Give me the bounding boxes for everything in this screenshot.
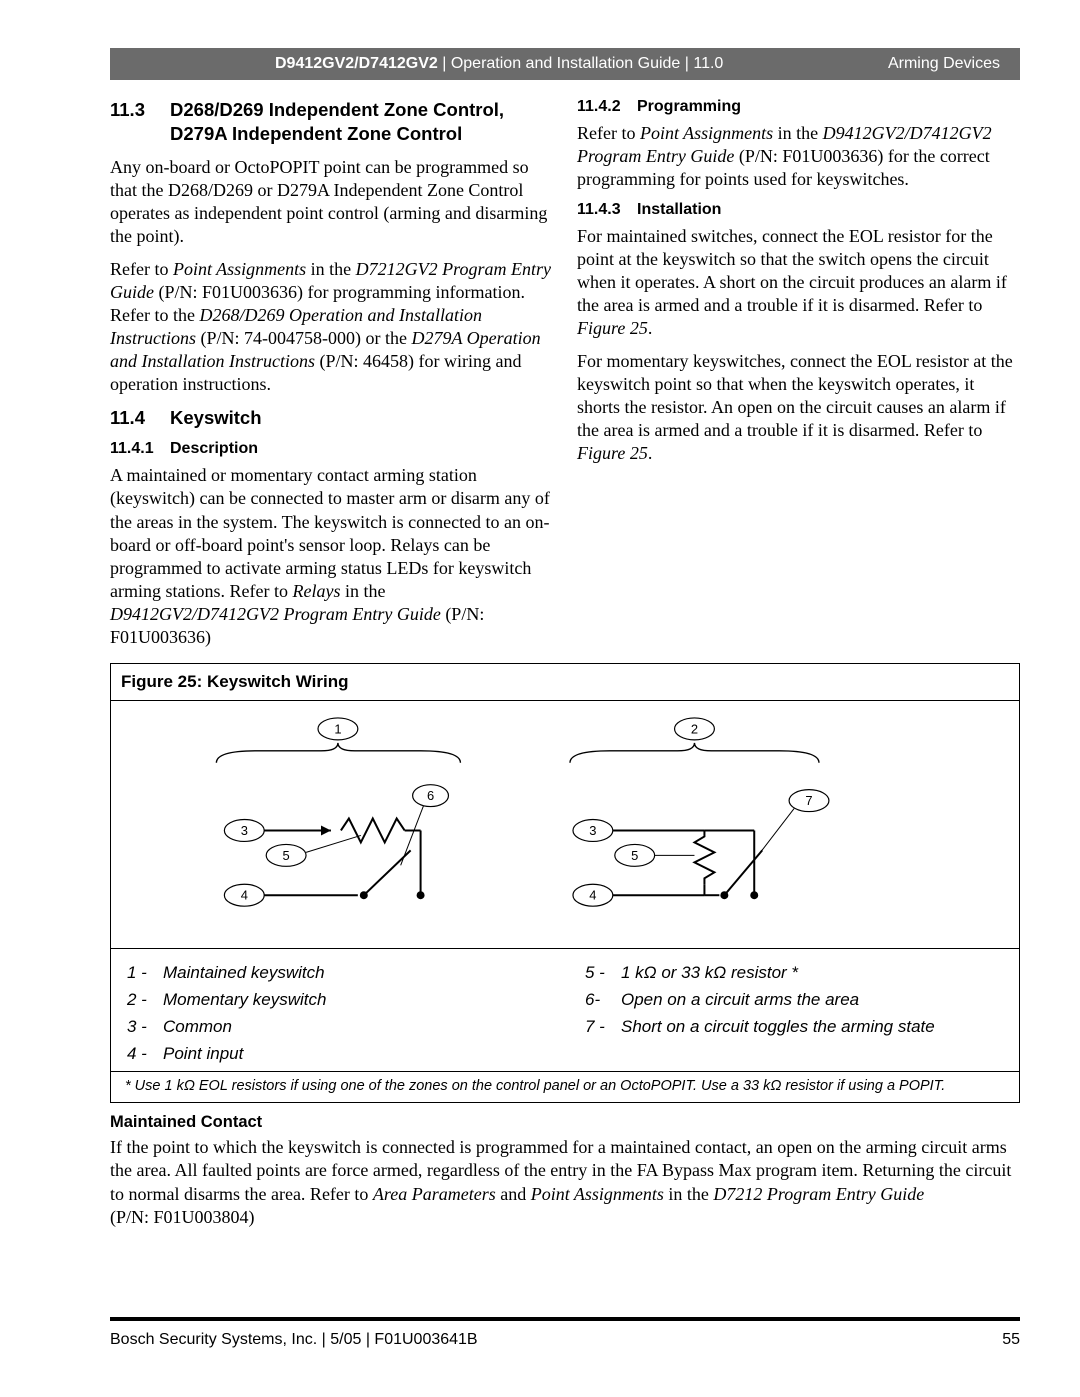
legend-number: 7 - xyxy=(585,1013,621,1040)
bubble-1-label: 1 xyxy=(334,721,341,736)
legend-left-col: 1 -Maintained keyswitch2 -Momentary keys… xyxy=(127,959,545,1068)
subsection-number: 11.4.1 xyxy=(110,440,158,458)
subsection-11-4-3-title: 11.4.3 Installation xyxy=(577,201,1020,219)
two-column-layout: 11.3 D268/D269 Independent Zone Control,… xyxy=(110,98,1020,659)
paragraph: For maintained switches, connect the EOL… xyxy=(577,225,1020,340)
subsection-heading: Description xyxy=(170,440,258,458)
content: 11.3 D268/D269 Independent Zone Control,… xyxy=(110,98,1020,1239)
legend-text: Point input xyxy=(163,1040,243,1067)
legend-row: 6-Open on a circuit arms the area xyxy=(585,986,1003,1013)
page: D9412GV2/D7412GV2 | Operation and Instal… xyxy=(0,0,1080,1397)
legend-text: Momentary keyswitch xyxy=(163,986,326,1013)
legend-number: 4 - xyxy=(127,1040,163,1067)
paragraph: Refer to Point Assignments in the D7212G… xyxy=(110,258,553,396)
legend-text: Common xyxy=(163,1013,232,1040)
subsection-11-4-1-title: 11.4.1 Description xyxy=(110,440,553,458)
bubble-5b-label: 5 xyxy=(631,847,638,862)
legend-number: 5 - xyxy=(585,959,621,986)
header-right: Arming Devices xyxy=(888,55,1000,73)
section-number: 11.3 xyxy=(110,98,156,146)
legend-row: 1 -Maintained keyswitch xyxy=(127,959,545,986)
paragraph: Refer to Point Assignments in the D9412G… xyxy=(577,122,1020,191)
subsection-number: 11.4.2 xyxy=(577,98,625,116)
footer-left: Bosch Security Systems, Inc. | 5/05 | F0… xyxy=(110,1331,478,1349)
legend-text: Maintained keyswitch xyxy=(163,959,325,986)
paragraph: If the point to which the keyswitch is c… xyxy=(110,1136,1020,1228)
legend-number: 1 - xyxy=(127,959,163,986)
legend-right-col: 5 -1 kΩ or 33 kΩ resistor *6-Open on a c… xyxy=(585,959,1003,1068)
legend-row: 2 -Momentary keyswitch xyxy=(127,986,545,1013)
section-heading: D268/D269 Independent Zone Control, D279… xyxy=(170,98,553,146)
section-11-3-title: 11.3 D268/D269 Independent Zone Control,… xyxy=(110,98,553,146)
legend-row: 3 -Common xyxy=(127,1013,545,1040)
footer: Bosch Security Systems, Inc. | 5/05 | F0… xyxy=(110,1317,1020,1349)
paragraph: For momentary keyswitches, connect the E… xyxy=(577,350,1020,465)
legend-text: 1 kΩ or 33 kΩ resistor * xyxy=(621,959,798,986)
page-number: 55 xyxy=(1002,1331,1020,1349)
header-model-rest: | Operation and Installation Guide | 11.… xyxy=(438,55,724,72)
bubble-4-label: 4 xyxy=(241,887,248,902)
figure-25: Figure 25: Keyswitch Wiring 1 xyxy=(110,663,1020,1104)
keyswitch-wiring-svg: 1 xyxy=(111,701,1019,948)
bubble-3-label: 3 xyxy=(241,823,248,838)
bubble-7-label: 7 xyxy=(805,793,812,808)
bubble-3b-label: 3 xyxy=(589,823,596,838)
legend-number: 6- xyxy=(585,986,621,1013)
left-column: 11.3 D268/D269 Independent Zone Control,… xyxy=(110,98,553,659)
bubble-2-label: 2 xyxy=(691,721,698,736)
bubble-4b-label: 4 xyxy=(589,887,596,902)
bubble-5-label: 5 xyxy=(283,847,290,862)
figure-title: Figure 25: Keyswitch Wiring xyxy=(111,664,1019,701)
section-heading: Keyswitch xyxy=(170,406,262,430)
section-11-4-title: 11.4 Keyswitch xyxy=(110,406,553,430)
legend-number: 2 - xyxy=(127,986,163,1013)
figure-diagram: 1 xyxy=(111,701,1019,949)
legend-text: Short on a circuit toggles the arming st… xyxy=(621,1013,935,1040)
subsection-heading: Programming xyxy=(637,98,741,116)
right-column: 11.4.2 Programming Refer to Point Assign… xyxy=(577,98,1020,659)
header-model-bold: D9412GV2/D7412GV2 xyxy=(275,55,438,72)
legend-row: 5 -1 kΩ or 33 kΩ resistor * xyxy=(585,959,1003,986)
legend-row: 7 -Short on a circuit toggles the arming… xyxy=(585,1013,1003,1040)
figure-footnote: * Use 1 kΩ EOL resistors if using one of… xyxy=(111,1072,1019,1102)
subsection-heading: Installation xyxy=(637,201,721,219)
header-left: D9412GV2/D7412GV2 | Operation and Instal… xyxy=(275,55,723,73)
legend-text: Open on a circuit arms the area xyxy=(621,986,859,1013)
subsection-11-4-2-title: 11.4.2 Programming xyxy=(577,98,1020,116)
section-number: 11.4 xyxy=(110,406,156,430)
header-bar: D9412GV2/D7412GV2 | Operation and Instal… xyxy=(110,48,1020,80)
bubble-6-label: 6 xyxy=(427,788,434,803)
maintained-contact-title: Maintained Contact xyxy=(110,1113,1020,1132)
subsection-number: 11.4.3 xyxy=(577,201,625,219)
paragraph: A maintained or momentary contact arming… xyxy=(110,464,553,648)
paragraph: Any on-board or OctoPOPIT point can be p… xyxy=(110,156,553,248)
legend-row: 4 -Point input xyxy=(127,1040,545,1067)
figure-legend: 1 -Maintained keyswitch2 -Momentary keys… xyxy=(111,949,1019,1073)
legend-number: 3 - xyxy=(127,1013,163,1040)
legend-columns: 1 -Maintained keyswitch2 -Momentary keys… xyxy=(127,959,1003,1068)
